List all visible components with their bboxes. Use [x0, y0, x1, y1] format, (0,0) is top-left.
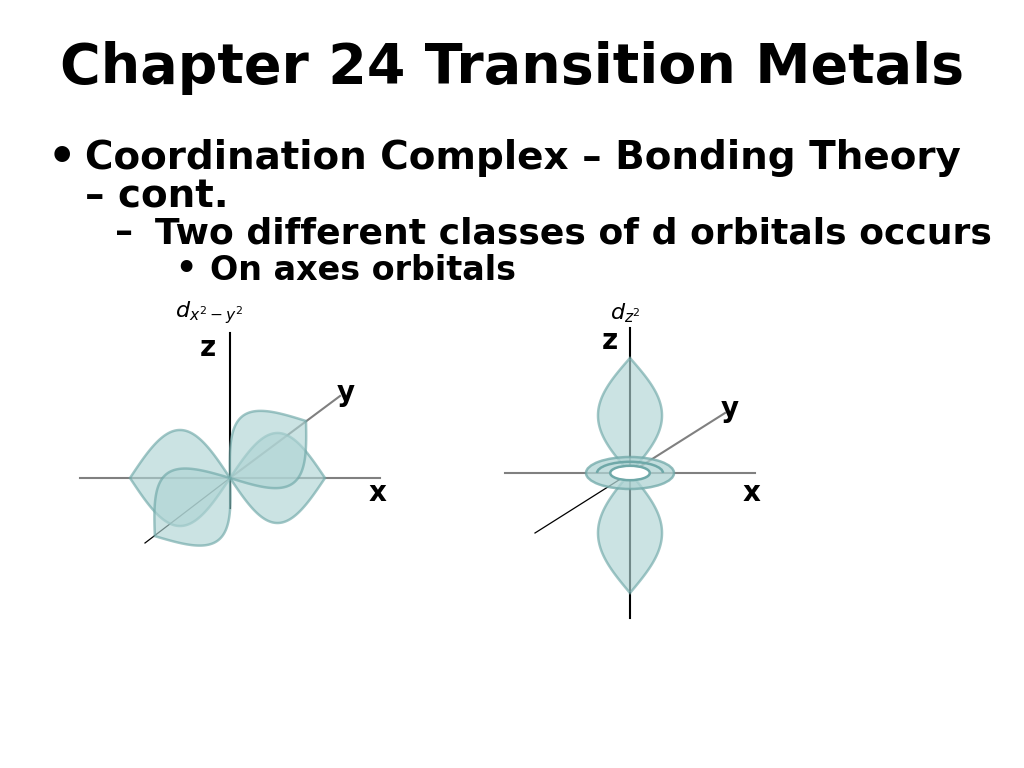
Text: x: x: [369, 479, 387, 507]
Text: x: x: [743, 479, 761, 507]
Text: – cont.: – cont.: [85, 177, 228, 215]
Text: Two different classes of d orbitals occurs: Two different classes of d orbitals occu…: [155, 216, 992, 250]
Ellipse shape: [586, 457, 674, 489]
Text: y: y: [721, 395, 739, 423]
Text: z: z: [602, 327, 618, 355]
Text: On axes orbitals: On axes orbitals: [210, 253, 516, 286]
Text: •: •: [48, 137, 77, 180]
Polygon shape: [598, 473, 662, 593]
Text: –: –: [115, 216, 133, 250]
Polygon shape: [155, 468, 230, 545]
Text: z: z: [200, 334, 216, 362]
Ellipse shape: [610, 466, 650, 480]
Polygon shape: [598, 358, 662, 473]
Polygon shape: [230, 433, 325, 523]
Text: $d_{x^2-y^2}$: $d_{x^2-y^2}$: [175, 300, 244, 326]
Text: •: •: [175, 253, 197, 286]
Polygon shape: [130, 430, 230, 526]
Text: Chapter 24 Transition Metals: Chapter 24 Transition Metals: [60, 41, 964, 95]
Polygon shape: [229, 411, 306, 488]
Text: Coordination Complex – Bonding Theory: Coordination Complex – Bonding Theory: [85, 139, 961, 177]
Text: $d_{z^2}$: $d_{z^2}$: [610, 301, 641, 325]
Text: y: y: [337, 379, 355, 407]
